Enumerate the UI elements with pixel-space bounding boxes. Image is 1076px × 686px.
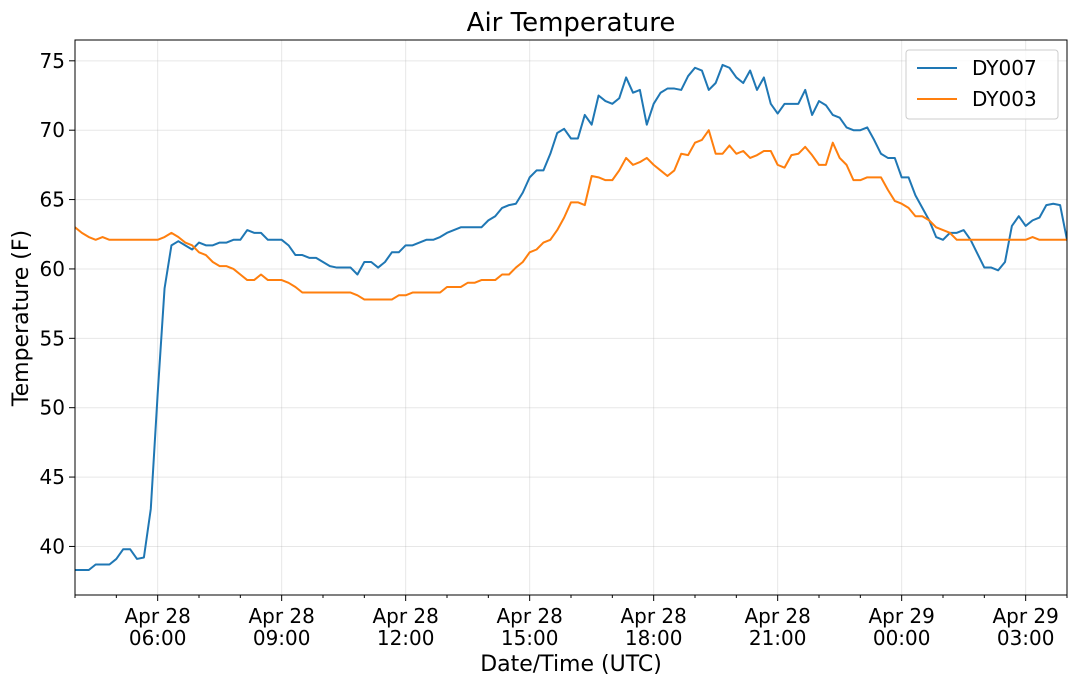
series-lines (75, 63, 1067, 572)
x-tick-label: Apr 28 (372, 604, 438, 628)
legend-label: DY003 (972, 87, 1037, 111)
y-tick-label: 70 (40, 118, 65, 142)
x-tick-label: 06:00 (129, 626, 187, 650)
y-tick-label: 75 (40, 49, 65, 73)
y-tick-label: 65 (40, 188, 65, 212)
x-tick-label: 12:00 (377, 626, 435, 650)
x-tick-label: 00:00 (873, 626, 931, 650)
chart-title: Air Temperature (467, 8, 676, 38)
x-tick-label: Apr 29 (868, 604, 934, 628)
x-tick-label: 18:00 (625, 626, 683, 650)
y-tick-label: 45 (40, 465, 65, 489)
y-tick-label: 60 (40, 257, 65, 281)
x-tick-label: Apr 28 (496, 604, 562, 628)
y-tick-label: 55 (40, 326, 65, 350)
x-axis-label: Date/Time (UTC) (480, 652, 662, 677)
x-tick-label: 15:00 (501, 626, 559, 650)
grid-lines (75, 40, 1067, 595)
y-tick-label: 50 (40, 396, 65, 420)
series-line-dy003 (75, 129, 1067, 301)
y-tick-label: 40 (40, 534, 65, 558)
series-line-dy007 (75, 63, 1067, 572)
x-tick-label: 03:00 (997, 626, 1055, 650)
y-axis-ticks: 40 45 50 55 60 65 70 75 (40, 49, 75, 558)
chart-legend: DY007 DY003 (905, 49, 1059, 120)
x-tick-label: Apr 28 (124, 604, 190, 628)
plot-frame (74, 39, 1068, 596)
x-tick-label: Apr 29 (992, 604, 1058, 628)
y-axis-label: Temperature (F) (9, 230, 34, 407)
x-tick-label: Apr 28 (744, 604, 810, 628)
x-tick-label: Apr 28 (620, 604, 686, 628)
x-tick-label: Apr 28 (248, 604, 314, 628)
x-tick-label: 09:00 (253, 626, 311, 650)
x-tick-label: 21:00 (749, 626, 807, 650)
legend-label: DY007 (972, 56, 1037, 80)
